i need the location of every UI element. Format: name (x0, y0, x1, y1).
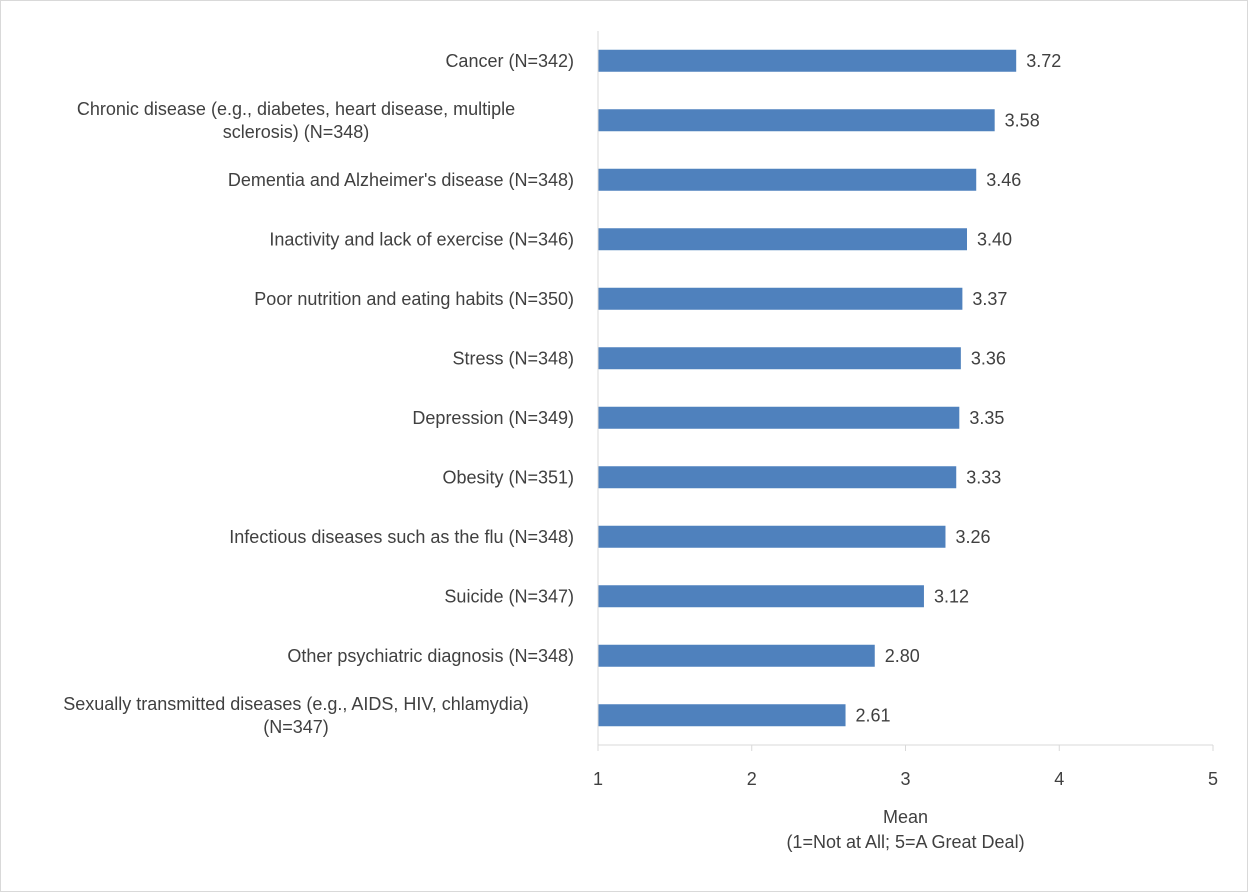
bar-7 (598, 406, 960, 429)
value-label-7: 3.35 (969, 408, 1004, 428)
category-label-line: Inactivity and lack of exercise (N=346) (269, 229, 574, 249)
bar-12 (598, 704, 846, 727)
bar-4 (598, 228, 967, 251)
bar-9 (598, 525, 946, 548)
x-axis-title-line-2: (1=Not at All; 5=A Great Deal) (786, 832, 1024, 852)
bar-1 (598, 49, 1017, 72)
category-label-line: Cancer (N=342) (445, 51, 574, 71)
bar-2 (598, 109, 995, 132)
bar-3 (598, 168, 977, 191)
category-label-line: Dementia and Alzheimer's disease (N=348) (228, 170, 574, 190)
x-tick-label-1: 1 (593, 769, 603, 789)
bar-5 (598, 287, 963, 310)
category-label-12: Sexually transmitted diseases (e.g., AID… (63, 694, 529, 737)
bar-10 (598, 585, 924, 608)
value-label-1: 3.72 (1026, 51, 1061, 71)
value-label-12: 2.61 (856, 705, 891, 725)
x-tick-label-4: 4 (1054, 769, 1064, 789)
x-tick-label-5: 5 (1208, 769, 1218, 789)
bar-8 (598, 466, 957, 489)
category-label-9: Infectious diseases such as the flu (N=3… (229, 527, 574, 547)
category-label-line: sclerosis) (N=348) (223, 122, 370, 142)
category-label-2: Chronic disease (e.g., diabetes, heart d… (77, 99, 515, 142)
category-label-line: Infectious diseases such as the flu (N=3… (229, 527, 574, 547)
value-label-4: 3.40 (977, 229, 1012, 249)
value-label-6: 3.36 (971, 348, 1006, 368)
category-label-1: Cancer (N=342) (445, 51, 574, 71)
category-label-7: Depression (N=349) (412, 408, 574, 428)
bar-series (598, 49, 1017, 727)
x-tick-labels: 1 2 3 4 5 (593, 769, 1218, 789)
x-tick-label-2: 2 (747, 769, 757, 789)
category-label-line: Obesity (N=351) (442, 467, 574, 487)
category-label-line: Suicide (N=347) (444, 586, 574, 606)
x-tick-label-3: 3 (900, 769, 910, 789)
value-label-2: 3.58 (1005, 110, 1040, 130)
category-label-11: Other psychiatric diagnosis (N=348) (287, 646, 574, 666)
category-label-3: Dementia and Alzheimer's disease (N=348) (228, 170, 574, 190)
category-label-line: Other psychiatric diagnosis (N=348) (287, 646, 574, 666)
category-labels: Cancer (N=342) Chronic disease (e.g., dia… (63, 51, 574, 737)
category-label-5: Poor nutrition and eating habits (N=350) (254, 289, 574, 309)
bar-6 (598, 347, 961, 370)
value-label-10: 3.12 (934, 586, 969, 606)
x-axis-title: Mean (1=Not at All; 5=A Great Deal) (786, 807, 1024, 852)
category-label-10: Suicide (N=347) (444, 586, 574, 606)
x-axis-title-line-1: Mean (883, 807, 928, 827)
value-label-3: 3.46 (986, 170, 1021, 190)
category-label-line: Chronic disease (e.g., diabetes, heart d… (77, 99, 515, 119)
category-label-6: Stress (N=348) (452, 348, 574, 368)
category-label-line: Stress (N=348) (452, 348, 574, 368)
category-label-line: Poor nutrition and eating habits (N=350) (254, 289, 574, 309)
bar-11 (598, 644, 875, 667)
category-label-line: (N=347) (263, 717, 329, 737)
axes (597, 31, 1214, 751)
value-labels: 3.72 3.58 3.46 3.40 3.37 3.36 3.35 3.33 3.26 3.12… (856, 51, 1062, 726)
value-label-11: 2.80 (885, 646, 920, 666)
category-label-line: Depression (N=349) (412, 408, 574, 428)
value-label-5: 3.37 (972, 289, 1007, 309)
value-label-9: 3.26 (955, 527, 990, 547)
category-label-8: Obesity (N=351) (442, 467, 574, 487)
category-label-4: Inactivity and lack of exercise (N=346) (269, 229, 574, 249)
value-label-8: 3.33 (966, 467, 1001, 487)
category-label-line: Sexually transmitted diseases (e.g., AID… (63, 694, 529, 714)
